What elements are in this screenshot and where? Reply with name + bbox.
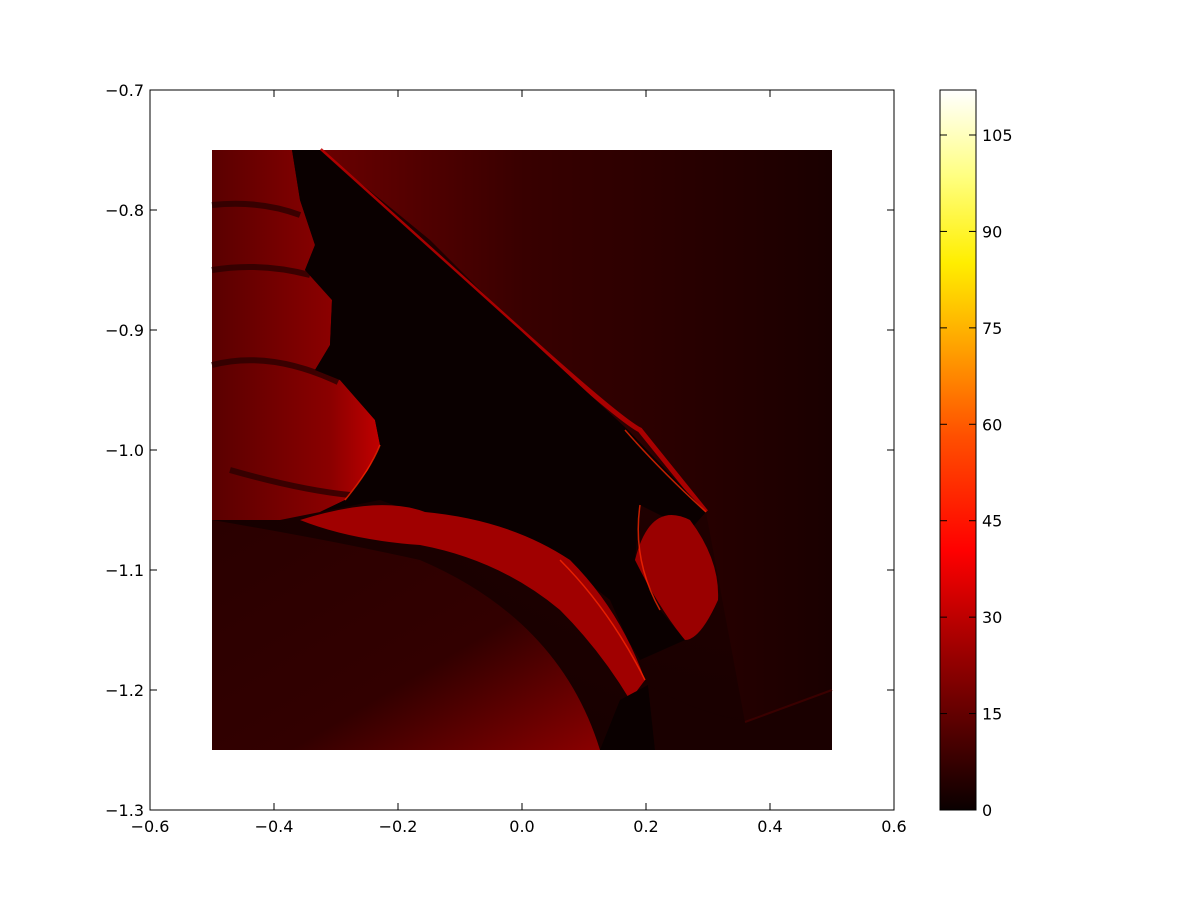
colorbar xyxy=(939,89,977,811)
bottom-dark-wedge xyxy=(600,685,655,750)
y-tick-label: −1.1 xyxy=(105,561,144,580)
x-tick-label: −0.6 xyxy=(131,817,170,836)
x-tick-label: 0.0 xyxy=(509,817,534,836)
colorbar-tick-label: 60 xyxy=(982,415,1002,434)
lower-petals xyxy=(300,505,645,700)
heatmap-image xyxy=(211,148,833,750)
colorbar-ticks: 0 15 30 45 60 75 90 105 xyxy=(940,126,1013,820)
y-tick-label: −0.9 xyxy=(105,321,144,340)
edge-highlights xyxy=(344,429,707,681)
bottom-right-wedge xyxy=(648,685,832,750)
right-petals xyxy=(635,515,719,640)
colorbar-tick-label: 0 xyxy=(982,801,992,820)
x-tick-label: −0.4 xyxy=(255,817,294,836)
y-tick-label: −1.0 xyxy=(105,441,144,460)
upper-right-fan xyxy=(320,150,832,722)
lobe-seams xyxy=(211,200,351,498)
y-axis: −0.7 −0.8 −0.9 −1.0 −1.1 −1.2 −1.3 xyxy=(105,81,894,820)
x-tick-label: −0.2 xyxy=(379,817,418,836)
x-tick-label: 0.4 xyxy=(757,817,782,836)
left-lobes xyxy=(212,150,380,520)
wedge-edge xyxy=(744,689,833,723)
y-tick-label: −0.7 xyxy=(105,81,144,100)
colorbar-tick-label: 15 xyxy=(982,705,1002,724)
x-tick-label: 0.2 xyxy=(633,817,658,836)
colorbar-tick-label: 75 xyxy=(982,319,1002,338)
y-tick-label: −1.3 xyxy=(105,801,144,820)
colorbar-tick-label: 90 xyxy=(982,222,1002,241)
colorbar-tick-label: 45 xyxy=(982,512,1002,531)
x-axis: −0.6 −0.4 −0.2 0.0 0.2 0.4 0.6 xyxy=(131,90,907,836)
x-tick-label: 0.6 xyxy=(881,817,906,836)
bottom-left-region xyxy=(212,520,600,750)
interior-region xyxy=(292,150,706,660)
colorbar-tick-label: 30 xyxy=(982,608,1002,627)
colorbar-tick-label: 105 xyxy=(982,126,1013,145)
y-tick-label: −0.8 xyxy=(105,201,144,220)
y-tick-label: −1.2 xyxy=(105,681,144,700)
